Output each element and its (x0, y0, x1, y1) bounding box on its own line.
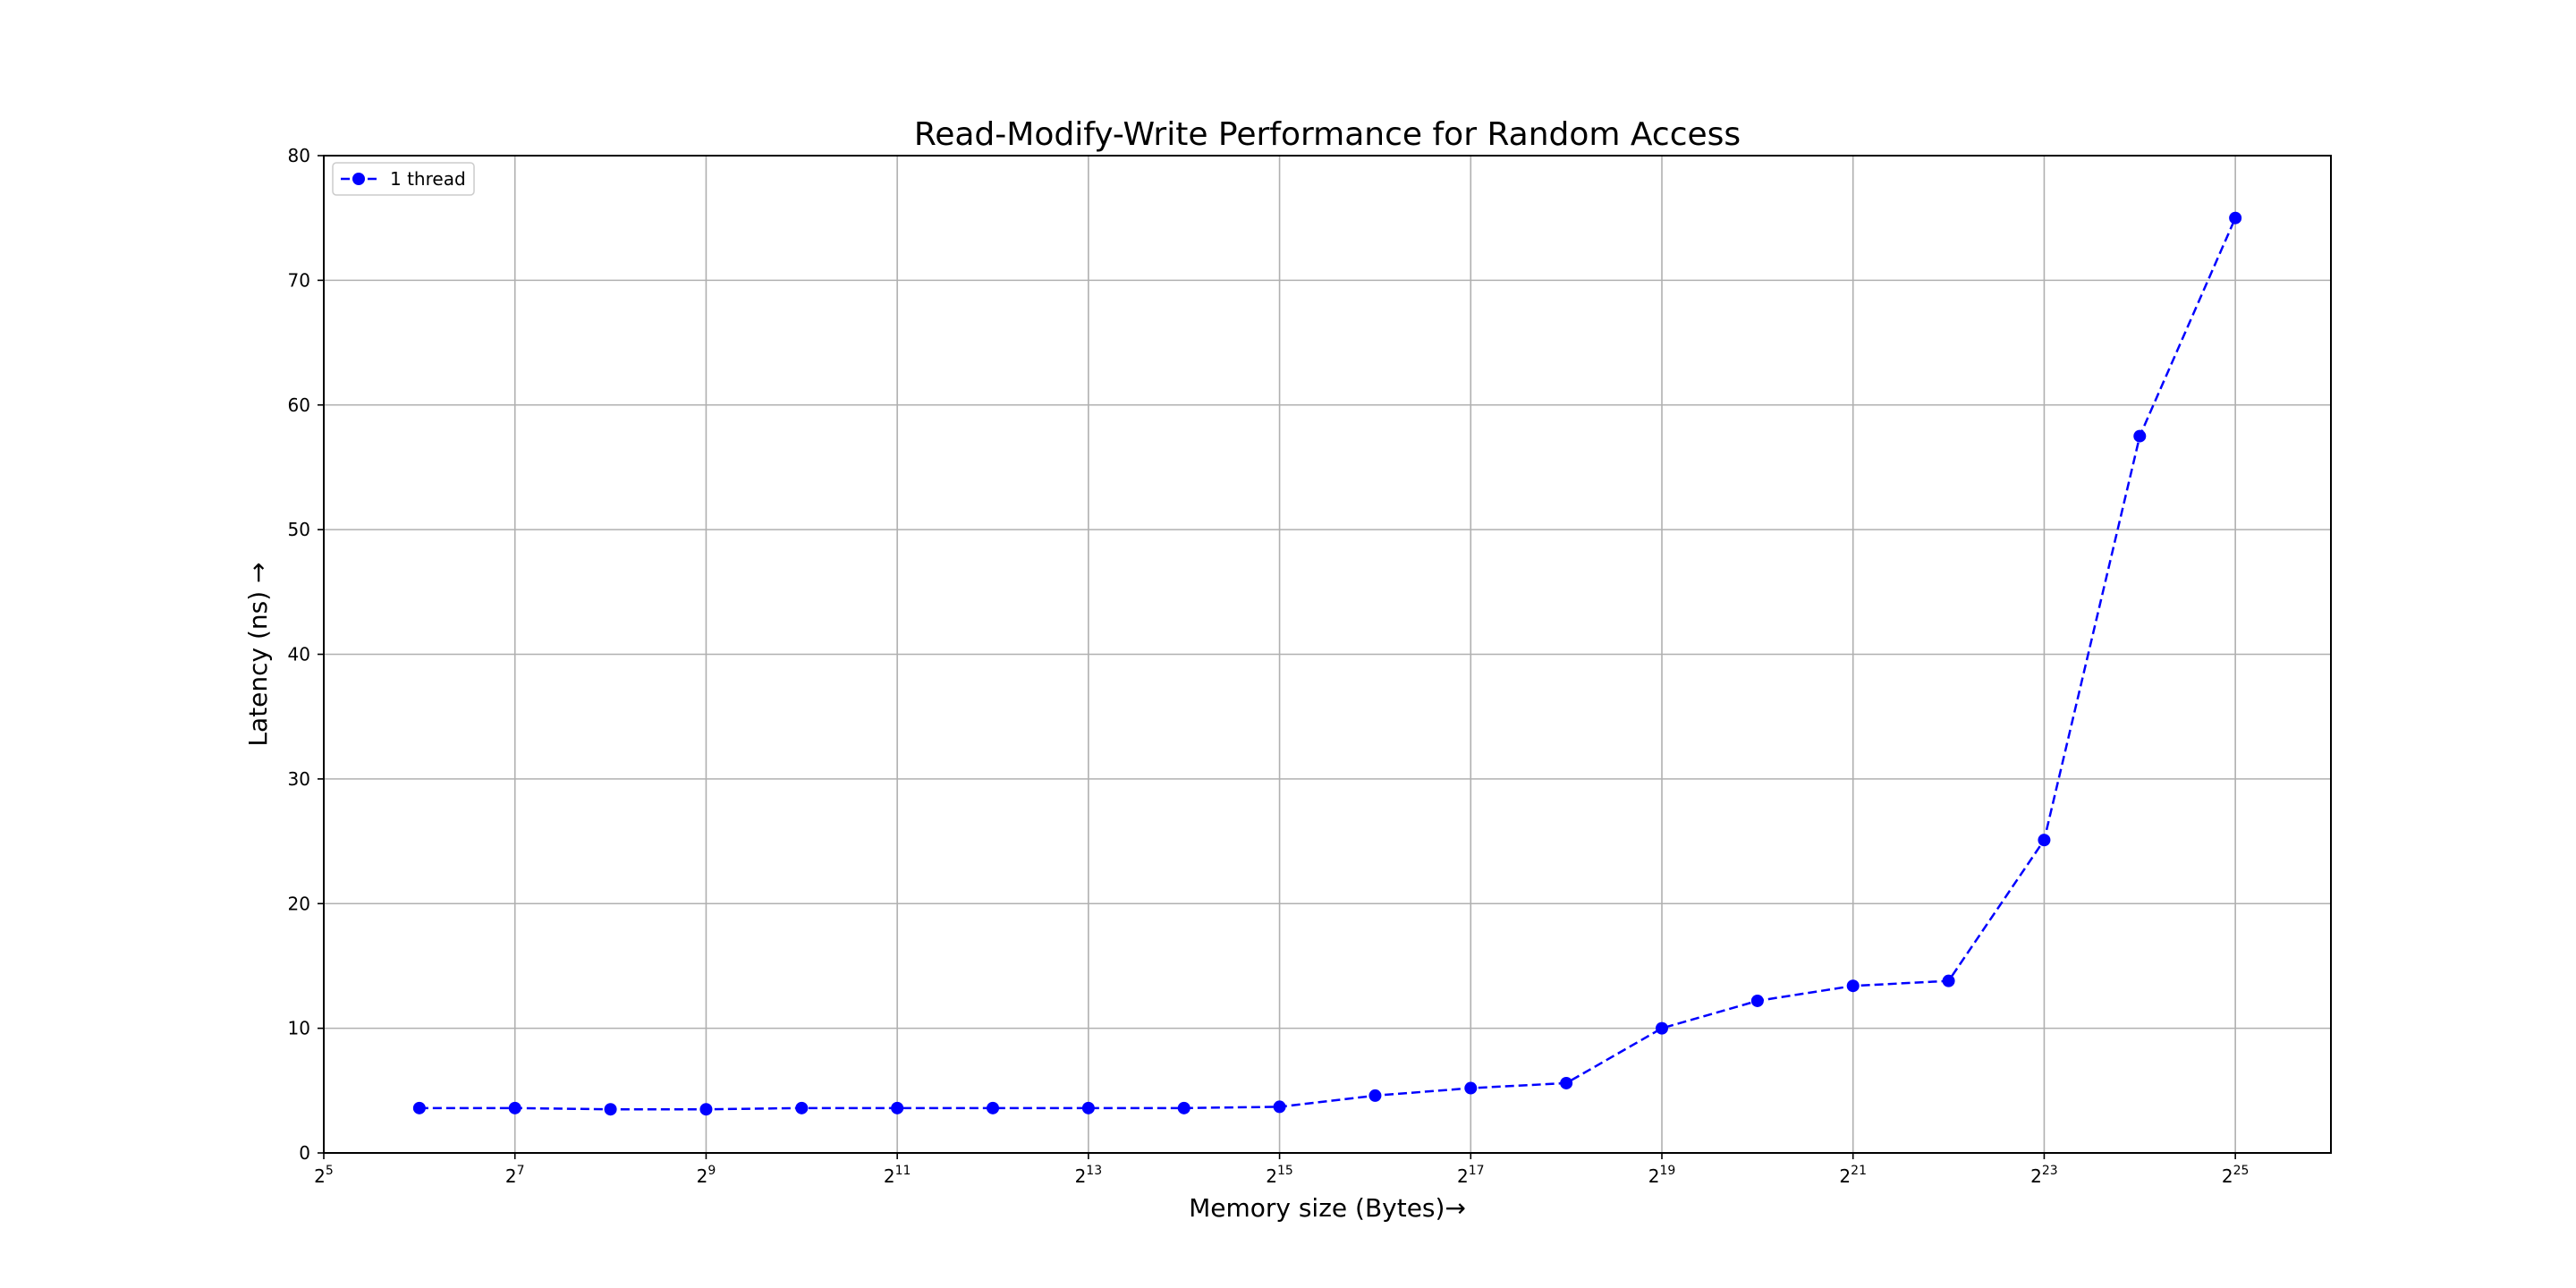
x-tick-label: 29 (697, 1164, 716, 1187)
data-point (1177, 1101, 1191, 1114)
x-axis-label: Memory size (Bytes)→ (1189, 1193, 1466, 1223)
y-tick-label: 10 (288, 1018, 310, 1039)
x-tick-base: 2 (1075, 1165, 1087, 1187)
data-point (891, 1101, 904, 1114)
x-tick-exponent: 19 (1659, 1164, 1675, 1178)
x-tick-label: 217 (1457, 1164, 1485, 1187)
x-tick-exponent: 17 (1469, 1164, 1485, 1178)
x-tick-base: 2 (2222, 1165, 2233, 1187)
x-tick-label: 215 (1266, 1164, 1293, 1187)
chart-title: Read-Modify-Write Performance for Random… (914, 116, 1741, 153)
data-point (1656, 1021, 1668, 1035)
x-tick-exponent: 23 (2042, 1164, 2058, 1178)
x-tick-label: 221 (1839, 1164, 1867, 1187)
data-point (1846, 979, 1860, 993)
x-tick-base: 2 (505, 1165, 517, 1187)
data-point (1368, 1089, 1382, 1102)
series-layer (412, 211, 2242, 1116)
x-tick-label: 225 (2222, 1164, 2250, 1187)
y-tick-label: 50 (288, 519, 310, 540)
x-tick-base: 2 (1839, 1165, 1851, 1187)
x-tick-base: 2 (1457, 1165, 1469, 1187)
y-tick-label: 30 (288, 768, 310, 790)
legend-label: 1 thread (390, 168, 466, 190)
x-tick-base: 2 (1266, 1165, 1277, 1187)
x-tick-base: 2 (697, 1165, 708, 1187)
x-tick-exponent: 21 (1851, 1164, 1867, 1178)
x-tick-base: 2 (1648, 1165, 1660, 1187)
data-point (508, 1101, 521, 1114)
data-point (795, 1101, 809, 1114)
legend-marker (352, 173, 365, 185)
data-point (2133, 429, 2147, 443)
data-point (1560, 1076, 1573, 1089)
data-point (987, 1101, 999, 1114)
y-tick-label: 70 (288, 269, 310, 291)
data-point (2038, 834, 2051, 847)
y-tick-label: 40 (288, 644, 310, 665)
x-tick-label: 219 (1648, 1164, 1676, 1187)
data-point (699, 1103, 713, 1116)
y-tick-label: 0 (299, 1142, 310, 1164)
x-tick-exponent: 25 (2233, 1164, 2250, 1178)
data-point (1464, 1081, 1478, 1095)
x-tick-label: 223 (2030, 1164, 2058, 1187)
legend-box (332, 162, 475, 196)
x-tick-exponent: 9 (708, 1164, 716, 1178)
x-tick-label: 27 (505, 1164, 525, 1187)
data-point (1942, 974, 1955, 987)
x-tick-label: 213 (1075, 1164, 1103, 1187)
y-tick-label: 60 (288, 394, 310, 416)
x-tick-exponent: 15 (1277, 1164, 1293, 1178)
x-tick-exponent: 5 (326, 1164, 334, 1178)
x-tick-label: 25 (314, 1164, 334, 1187)
series-line (419, 217, 2237, 1111)
data-point (1273, 1100, 1286, 1114)
x-tick-label: 211 (884, 1164, 911, 1187)
data-point (1750, 994, 1764, 1007)
y-tick-label: 80 (288, 145, 310, 166)
x-tick-base: 2 (884, 1165, 895, 1187)
x-tick-base: 2 (314, 1165, 326, 1187)
x-tick-exponent: 7 (517, 1164, 525, 1178)
x-tick-base: 2 (2030, 1165, 2042, 1187)
data-point (412, 1101, 426, 1114)
y-tick-label: 20 (288, 893, 310, 914)
data-point (604, 1103, 617, 1116)
legend: 1 thread (332, 162, 475, 196)
y-axis-label: Latency (ns) → (243, 562, 273, 746)
x-tick-exponent: 11 (895, 1164, 911, 1178)
axes: 25 27 29 211 213 215 217 219 221 223 2250102030405… (288, 145, 2250, 1187)
x-tick-exponent: 13 (1086, 1164, 1102, 1178)
data-point (1081, 1101, 1095, 1114)
data-point (2229, 211, 2242, 225)
